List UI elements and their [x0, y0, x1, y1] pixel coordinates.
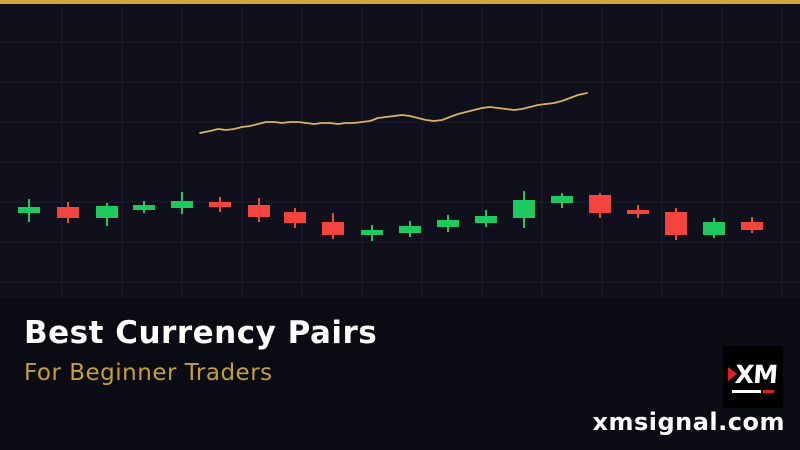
xm-logo: XM: [723, 346, 783, 408]
footer-band: Best Currency Pairs For Beginner Traders…: [0, 298, 800, 450]
price-chart: [0, 0, 800, 298]
top-accent-bar: [0, 0, 800, 4]
xm-logo-text: XM: [734, 359, 779, 389]
xm-underline-red: [763, 389, 774, 393]
xm-logo-underline: [732, 389, 774, 393]
banner-subtitle: For Beginner Traders: [24, 360, 273, 386]
banner-title: Best Currency Pairs: [24, 315, 378, 351]
xm-underline-white: [732, 389, 761, 393]
xm-arrow-icon: [728, 367, 738, 381]
website-text: xmsignal.com: [592, 408, 785, 436]
xm-logo-row: XM: [728, 359, 779, 389]
